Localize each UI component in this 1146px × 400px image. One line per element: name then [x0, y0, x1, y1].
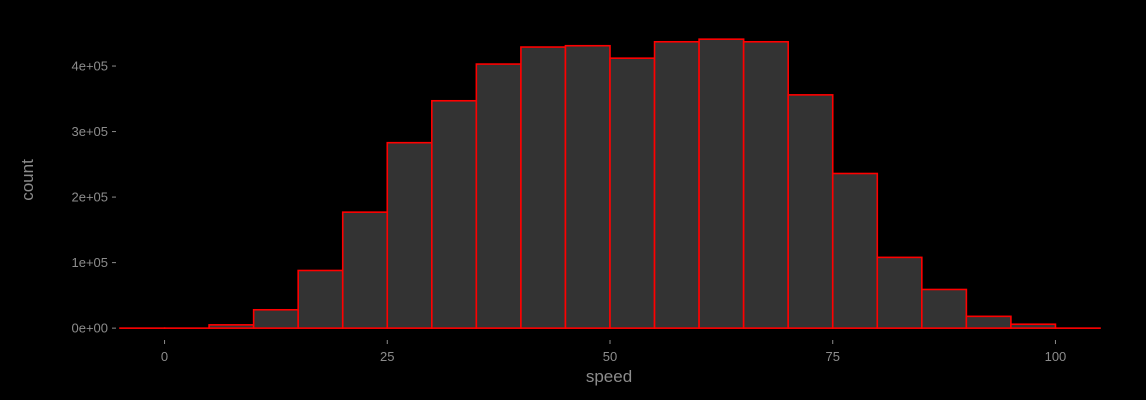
- histogram-bar: [341, 211, 389, 329]
- bars-group: [119, 38, 1101, 329]
- y-axis-ticks: 0e+00 1e+05 2e+05 3e+05 4e+05: [71, 59, 116, 336]
- y-axis-title: count: [18, 159, 37, 201]
- histogram-bar: [653, 40, 700, 329]
- histogram-bar: [965, 315, 1012, 329]
- x-tick-label: 25: [380, 349, 394, 364]
- histogram-bar: [876, 256, 923, 329]
- x-tick-label: 75: [825, 349, 839, 364]
- y-tick-label: 2e+05: [71, 190, 108, 205]
- histogram-bar: [921, 288, 968, 329]
- x-tick-label: 0: [161, 349, 168, 364]
- x-axis-title: speed: [586, 367, 632, 386]
- histogram-bar: [609, 57, 656, 329]
- x-tick-label: 100: [1045, 349, 1067, 364]
- y-tick-label: 4e+05: [71, 59, 108, 74]
- y-tick-label: 3e+05: [71, 124, 108, 139]
- histogram-bar: [787, 94, 834, 329]
- histogram-bar: [520, 46, 567, 329]
- histogram-bar: [297, 269, 344, 329]
- x-tick-label: 50: [603, 349, 617, 364]
- histogram-bar: [698, 38, 745, 329]
- histogram-bar: [208, 324, 255, 329]
- histogram-bar: [431, 99, 478, 329]
- y-tick-label: 0e+00: [71, 321, 108, 336]
- x-axis-ticks: 0 25 50 75 100: [161, 340, 1066, 364]
- histogram-bar: [1010, 323, 1057, 329]
- histogram-bar: [564, 44, 611, 329]
- histogram-bar: [386, 141, 433, 329]
- y-tick-label: 1e+05: [71, 255, 108, 270]
- histogram-bar: [831, 172, 879, 329]
- histogram-bar: [475, 63, 522, 329]
- histogram-bar: [742, 40, 789, 329]
- histogram-bar: [252, 308, 299, 329]
